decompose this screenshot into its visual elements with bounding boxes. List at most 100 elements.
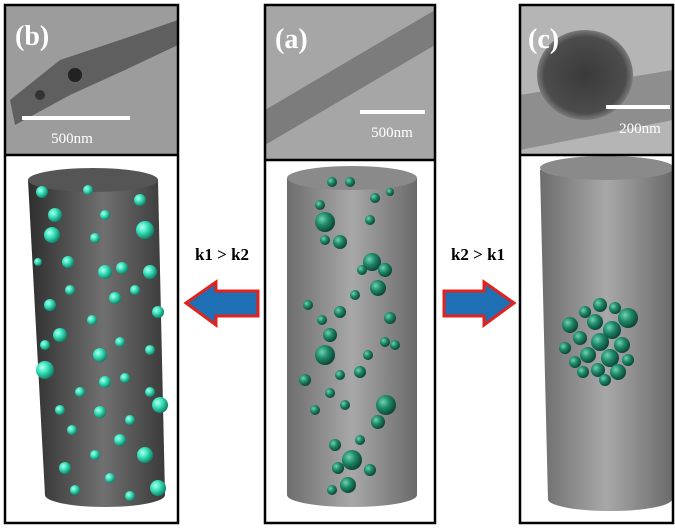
particle [371,415,385,429]
particle [48,208,62,222]
particle [593,298,607,312]
panel-b: 500nm (b) [5,5,178,523]
particle [370,193,380,203]
particle [357,265,367,275]
particle [327,177,337,187]
particle [152,306,164,318]
scale-label: 200nm [619,121,661,137]
particle [68,68,82,82]
particle [134,194,146,206]
particle [618,308,638,328]
particle [83,185,93,195]
particle [363,350,373,360]
particle [370,280,386,296]
particle [145,387,155,397]
figure: 500nm (b) 500nm (a) [0,0,675,532]
particle [70,485,80,495]
particle [334,306,346,318]
particle [340,400,350,410]
particle [320,235,330,245]
particle [44,299,56,311]
particle [390,340,400,350]
particle [34,258,42,266]
particle [317,315,327,325]
particle [333,235,347,249]
particle [75,387,85,397]
particle [569,356,581,368]
particle [115,337,125,347]
particle [120,373,130,383]
particle [53,328,67,342]
particle [137,447,153,463]
particle [150,480,166,496]
scale-label: 500nm [371,125,413,141]
panel-label: (a) [275,24,308,55]
particle [599,374,611,386]
particle [55,405,65,415]
particle [325,388,335,398]
particle [609,302,621,314]
particle [380,337,390,347]
particle [93,348,107,362]
particle [355,435,365,445]
cylinder-top [28,168,158,192]
particle [315,200,325,210]
particle [87,315,97,325]
particle [562,317,578,333]
particle [59,462,71,474]
particle [116,262,128,274]
particle [65,285,75,295]
particle [332,462,344,474]
particle [591,333,609,351]
particle [143,265,157,279]
particle [342,450,362,470]
particle [90,233,100,243]
cylinder-top [540,156,674,180]
particle [614,337,630,353]
particle [44,227,60,243]
panel-c: 200nm (c) [520,5,674,523]
particle [323,328,337,342]
particle [40,340,50,350]
particle [299,374,311,386]
particle [587,314,603,330]
particle [130,285,140,295]
particle [350,290,360,300]
particle [145,345,155,355]
particle [303,300,313,310]
particle [67,425,77,435]
particle [105,473,115,483]
panel-a: 500nm (a) [265,5,435,523]
particle [152,397,168,413]
particle [329,439,341,451]
particle [114,434,126,446]
particle [35,90,45,100]
panel-label: (b) [15,21,49,52]
particle [100,210,110,220]
particle [386,188,394,196]
particle [579,306,591,318]
particle [36,186,48,198]
particle [125,491,135,501]
particle [378,263,392,277]
particle [62,256,74,268]
scale-label: 500nm [51,131,93,147]
particle [310,405,320,415]
arrow-label: k2 > k1 [451,245,505,264]
particle [340,477,356,493]
particle [622,354,634,366]
particle [580,347,596,363]
panel-label: (c) [528,24,559,55]
particle [315,345,335,365]
particle [90,450,100,460]
particle [577,366,589,378]
arrow-label: k1 > k2 [195,245,249,264]
particle [125,415,135,425]
particle [136,221,154,239]
particle [364,464,376,476]
particle [365,215,375,225]
particle [98,265,112,279]
particle [315,212,335,232]
particle [573,331,587,345]
arrow-right [444,282,514,325]
